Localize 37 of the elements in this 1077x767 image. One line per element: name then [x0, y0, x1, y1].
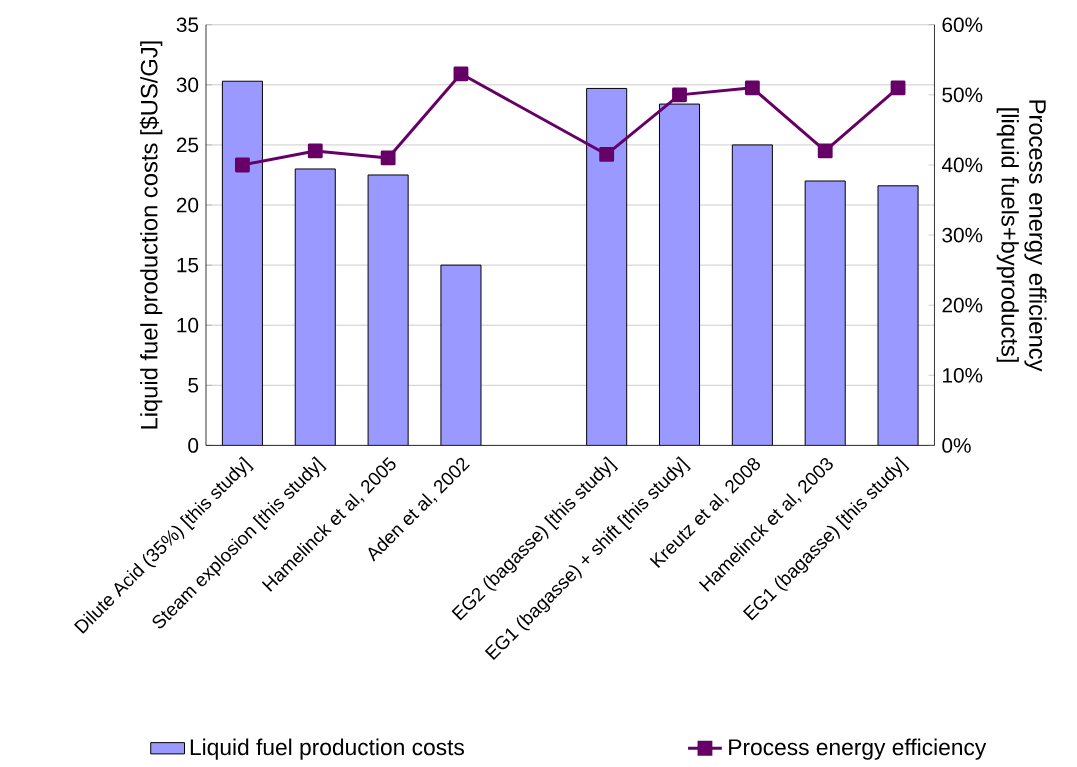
y2-tick-label: 20%: [942, 297, 983, 313]
bar: [877, 185, 919, 446]
y-tick-label: 5: [188, 378, 199, 393]
bar: [658, 103, 701, 446]
point: [890, 80, 906, 96]
y-tick-label: 15: [177, 257, 199, 273]
y2-tick-label: 30%: [942, 227, 983, 243]
y-tick-label: 30: [176, 77, 199, 93]
point: [817, 143, 833, 159]
y-tick-label: 25: [176, 137, 199, 153]
y2-tick-label: 40%: [941, 157, 983, 173]
y-axis-title: Liquid fuel production costs [$US/GJ]: [139, 41, 163, 429]
y2-tick-label: 60%: [942, 17, 983, 33]
bar: [804, 180, 846, 446]
y-tick-label: 20: [176, 197, 199, 213]
y-tick-label: 0: [188, 438, 199, 453]
point: [307, 143, 323, 159]
bar: [294, 168, 336, 446]
y2-tick-label: 0%: [942, 438, 971, 453]
bar: [731, 144, 773, 446]
point: [453, 66, 469, 82]
bar: [440, 264, 482, 446]
bar: [221, 80, 263, 446]
y2-tick-label: 10%: [943, 367, 983, 383]
point: [672, 87, 687, 103]
bar: [586, 87, 628, 446]
point: [744, 80, 760, 96]
point: [234, 157, 250, 173]
point: [380, 150, 396, 166]
bar: [367, 174, 409, 446]
y-tick-label: 10: [177, 317, 199, 333]
legend-label: Process energy efficiency: [729, 738, 987, 760]
legend-label: Liquid fuel production costs: [190, 738, 464, 760]
y2-axis-title: Process energy efficiency [liquid fuels+byproducts]: [996, 100, 1047, 372]
point: [599, 146, 615, 162]
y2-tick-label: 50%: [942, 87, 983, 103]
y-tick-label: 35: [176, 17, 199, 33]
